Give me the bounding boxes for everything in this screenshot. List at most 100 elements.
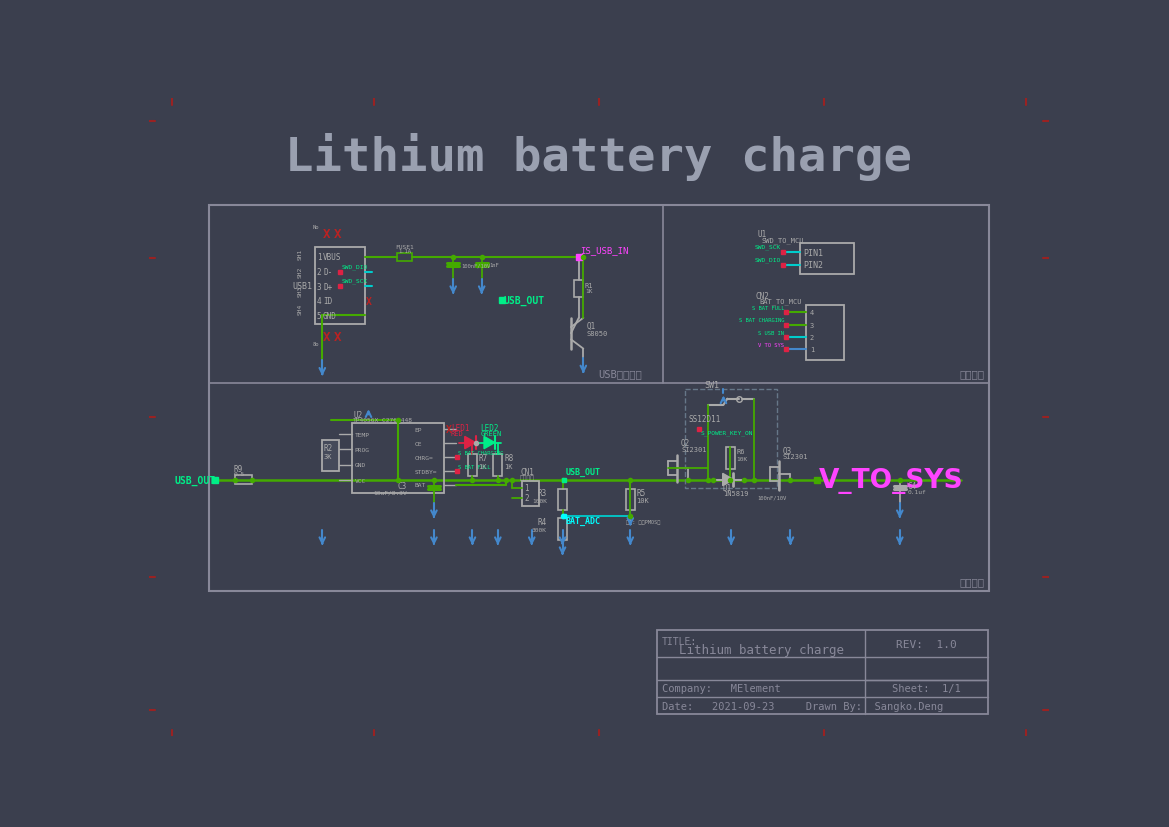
Text: 100nF/10V: 100nF/10V <box>758 495 787 500</box>
Text: 3K: 3K <box>324 453 332 459</box>
Text: Q3: Q3 <box>783 447 793 455</box>
Text: V TO SYS: V TO SYS <box>759 342 784 347</box>
Text: R7: R7 <box>478 454 487 463</box>
Text: S8050: S8050 <box>587 331 608 337</box>
Text: STDBY=: STDBY= <box>415 469 437 474</box>
Bar <box>209 205 989 591</box>
Text: X: X <box>323 331 330 343</box>
Text: 对外接口: 对外接口 <box>960 368 984 379</box>
Text: 1K: 1K <box>478 463 487 469</box>
Text: C3: C3 <box>397 481 407 490</box>
Bar <box>235 476 253 485</box>
Text: X: X <box>447 425 452 435</box>
Text: 5: 5 <box>317 312 321 321</box>
Text: 0.5: 0.5 <box>234 471 245 476</box>
Text: PROG: PROG <box>354 447 369 452</box>
Text: Lithium battery charge: Lithium battery charge <box>285 133 912 181</box>
Text: TEMP: TEMP <box>354 432 369 437</box>
Text: R1: R1 <box>584 282 594 289</box>
Text: 2: 2 <box>317 268 321 277</box>
Text: 1: 1 <box>524 484 528 493</box>
Text: S BAT FULL: S BAT FULL <box>752 306 784 311</box>
Text: C4: C4 <box>907 481 916 490</box>
Bar <box>352 423 444 493</box>
Text: RED: RED <box>451 431 464 437</box>
Text: 1: 1 <box>810 347 814 353</box>
Text: SH3: SH3 <box>298 285 303 296</box>
Text: REV:  1.0: REV: 1.0 <box>897 638 957 648</box>
Text: SS12D11: SS12D11 <box>689 414 721 423</box>
Text: USB1: USB1 <box>292 282 312 290</box>
Text: R9: R9 <box>234 465 243 474</box>
Bar <box>726 447 735 469</box>
Bar <box>805 305 844 361</box>
Text: 10uF/8.3V: 10uF/8.3V <box>373 490 407 495</box>
Text: 4: 4 <box>810 310 814 316</box>
Text: Company:   MElement: Company: MElement <box>662 683 781 693</box>
Text: USB_OUT: USB_OUT <box>174 475 215 485</box>
Text: USB_OUT: USB_OUT <box>503 295 545 306</box>
Text: GND: GND <box>354 463 366 468</box>
Text: 3: 3 <box>317 282 321 291</box>
Text: S BAT CHARGING: S BAT CHARGING <box>458 451 504 456</box>
Text: USB_OUT: USB_OUT <box>566 468 601 477</box>
Text: R6: R6 <box>736 448 745 455</box>
Text: Date:   2021-09-23     Drawn By:  Sangko.Deng: Date: 2021-09-23 Drawn By: Sangko.Deng <box>662 701 943 711</box>
Text: LED1: LED1 <box>451 423 470 433</box>
Bar <box>468 455 477 476</box>
Text: VBUS: VBUS <box>323 253 341 262</box>
Text: LED2: LED2 <box>480 423 499 433</box>
Bar <box>397 254 413 261</box>
Polygon shape <box>722 474 733 486</box>
Text: V_TO_SYS: V_TO_SYS <box>819 467 963 493</box>
Text: 2: 2 <box>810 335 814 341</box>
Bar <box>574 280 583 298</box>
Text: 1.1A: 1.1A <box>399 249 411 254</box>
Text: SH2: SH2 <box>298 266 303 278</box>
Text: R8: R8 <box>504 454 513 463</box>
Text: SWD_SCK: SWD_SCK <box>341 278 368 284</box>
Text: ID: ID <box>323 297 332 306</box>
Text: SWD_TO_MCU: SWD_TO_MCU <box>761 237 804 243</box>
Bar <box>625 489 635 511</box>
Text: 4: 4 <box>317 297 321 306</box>
Text: SI2301: SI2301 <box>682 447 706 452</box>
Text: 1K: 1K <box>584 289 593 294</box>
Text: S BAT FULL: S BAT FULL <box>458 464 490 469</box>
Text: 10K: 10K <box>736 457 748 461</box>
Text: VCC: VCC <box>354 478 366 483</box>
Text: SWD_DIO: SWD_DIO <box>341 264 368 270</box>
Text: BAT_TO_MCU: BAT_TO_MCU <box>760 299 802 305</box>
Text: BAT_ADC: BAT_ADC <box>566 516 601 525</box>
Text: Q1: Q1 <box>587 322 596 331</box>
Text: CN2: CN2 <box>756 292 769 301</box>
Text: PIN1: PIN1 <box>803 249 823 257</box>
Text: X: X <box>334 227 341 241</box>
Text: 10K: 10K <box>636 498 649 504</box>
Text: S_POWER_KEY_ON: S_POWER_KEY_ON <box>700 429 753 435</box>
Text: 备注: 下拉PMOS栅: 备注: 下拉PMOS栅 <box>625 519 660 524</box>
Text: CE: CE <box>415 442 422 447</box>
Text: SH4: SH4 <box>298 304 303 315</box>
Text: SWD_DIO: SWD_DIO <box>755 256 781 262</box>
Text: SW1: SW1 <box>704 380 719 389</box>
Text: D+: D+ <box>323 282 332 291</box>
Text: 2: 2 <box>524 494 528 503</box>
Text: GREEN: GREEN <box>480 431 502 437</box>
Bar <box>314 247 365 324</box>
Text: 100K: 100K <box>532 498 547 503</box>
Text: 1N5819: 1N5819 <box>722 490 748 497</box>
Text: X: X <box>366 297 372 307</box>
Text: CN1: CN1 <box>520 468 534 476</box>
Text: 100nF/10V: 100nF/10V <box>461 263 490 268</box>
Bar <box>323 441 339 471</box>
Polygon shape <box>465 437 476 449</box>
Text: R4: R4 <box>538 518 547 527</box>
Text: CHRG=: CHRG= <box>415 455 434 460</box>
Text: D-: D- <box>323 268 332 277</box>
Text: U1: U1 <box>758 230 767 239</box>
Text: R3: R3 <box>538 489 547 498</box>
Text: FUSE1: FUSE1 <box>395 245 414 250</box>
Text: SH1: SH1 <box>298 248 303 260</box>
Text: TITLE:: TITLE: <box>662 636 697 646</box>
